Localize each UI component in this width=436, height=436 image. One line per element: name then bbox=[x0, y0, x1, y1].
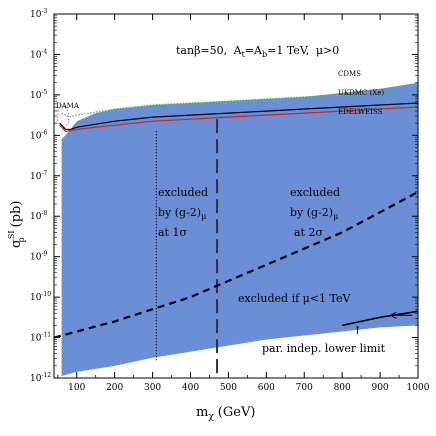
lower-limit-line bbox=[342, 310, 418, 327]
dama-region bbox=[57, 104, 69, 128]
y-tick-label: 10-6 bbox=[30, 129, 47, 141]
y-tick-label: 10-9 bbox=[30, 251, 47, 263]
x-axis-title: mχ (GeV) bbox=[196, 405, 255, 422]
lower-limit-pointer bbox=[390, 311, 413, 319]
ukdmc-label: UKDMC (Xe) bbox=[338, 89, 384, 97]
x-tick-label: 900 bbox=[371, 383, 388, 393]
x-tick-label: 100 bbox=[68, 383, 85, 393]
y-tick-label: 10-12 bbox=[30, 372, 51, 384]
excluded-1sigma-line1: excluded bbox=[158, 186, 208, 199]
lower-limit-arrow: ↑ bbox=[353, 324, 362, 337]
excluded-2sigma-line1: excluded bbox=[290, 186, 340, 199]
y-tick-label: 10-11 bbox=[30, 332, 51, 344]
cdms-label: CDMS bbox=[338, 70, 361, 78]
x-tick-label: 600 bbox=[258, 383, 275, 393]
x-tick-label: 1000 bbox=[407, 383, 430, 393]
y-tick-label: 10-7 bbox=[30, 170, 47, 182]
y-tick-label: 10-4 bbox=[30, 48, 47, 60]
x-tick-label: 300 bbox=[144, 383, 161, 393]
y-tick-label: 10-8 bbox=[30, 210, 47, 222]
y-tick-label: 10-3 bbox=[30, 8, 47, 20]
plot-frame bbox=[53, 13, 419, 379]
y-tick-label: 10-5 bbox=[30, 89, 47, 101]
limit-curve-cdms-line bbox=[61, 90, 418, 118]
limit-curve-edelweiss-line bbox=[59, 106, 418, 132]
excluded-1sigma-line3: at 1σ bbox=[158, 226, 187, 239]
y-axis-title: σSIp(pb) bbox=[7, 201, 26, 248]
allowed-region bbox=[61, 82, 418, 377]
x-tick-label: 700 bbox=[296, 383, 313, 393]
mu-limit-line bbox=[54, 191, 418, 339]
dama-label: DAMA bbox=[56, 102, 80, 110]
edelweiss-label: EDELWEISS bbox=[338, 108, 383, 116]
x-tick-label: 800 bbox=[334, 383, 351, 393]
x-tick-label: 200 bbox=[106, 383, 123, 393]
excluded-2sigma-line2: by (g-2)μ bbox=[290, 206, 338, 221]
chart-title: tanβ=50, At=Ab=1 TeV, μ>0 bbox=[176, 44, 339, 59]
excluded-1sigma-line2: by (g-2)μ bbox=[158, 206, 206, 221]
y-tick-label: 10-10 bbox=[30, 291, 51, 303]
x-tick-label: 500 bbox=[220, 383, 237, 393]
x-tick-label: 400 bbox=[182, 383, 199, 393]
excluded-2sigma-line3: at 2σ bbox=[294, 226, 323, 239]
limit-curve-ukdmc-line bbox=[59, 102, 418, 130]
lower-limit-label: par. indep. lower limit bbox=[262, 342, 386, 355]
excluded-mu-label: excluded if μ<1 TeV bbox=[238, 292, 352, 305]
